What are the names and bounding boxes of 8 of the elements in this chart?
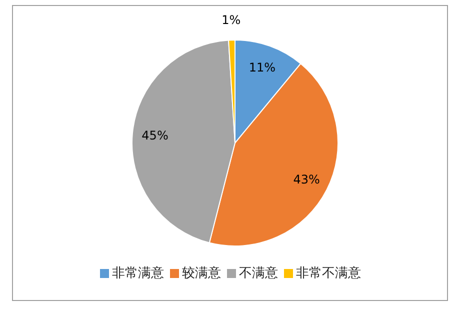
data-label: 45% xyxy=(142,128,168,142)
legend-label: 非常不满意 xyxy=(296,265,361,282)
data-label: 11% xyxy=(248,60,276,74)
legend-label: 较满意 xyxy=(182,265,221,282)
legend-label: 非常满意 xyxy=(112,265,164,282)
legend-label: 不满意 xyxy=(239,265,278,282)
data-label: 43% xyxy=(293,172,320,186)
data-label: 1% xyxy=(222,13,241,28)
